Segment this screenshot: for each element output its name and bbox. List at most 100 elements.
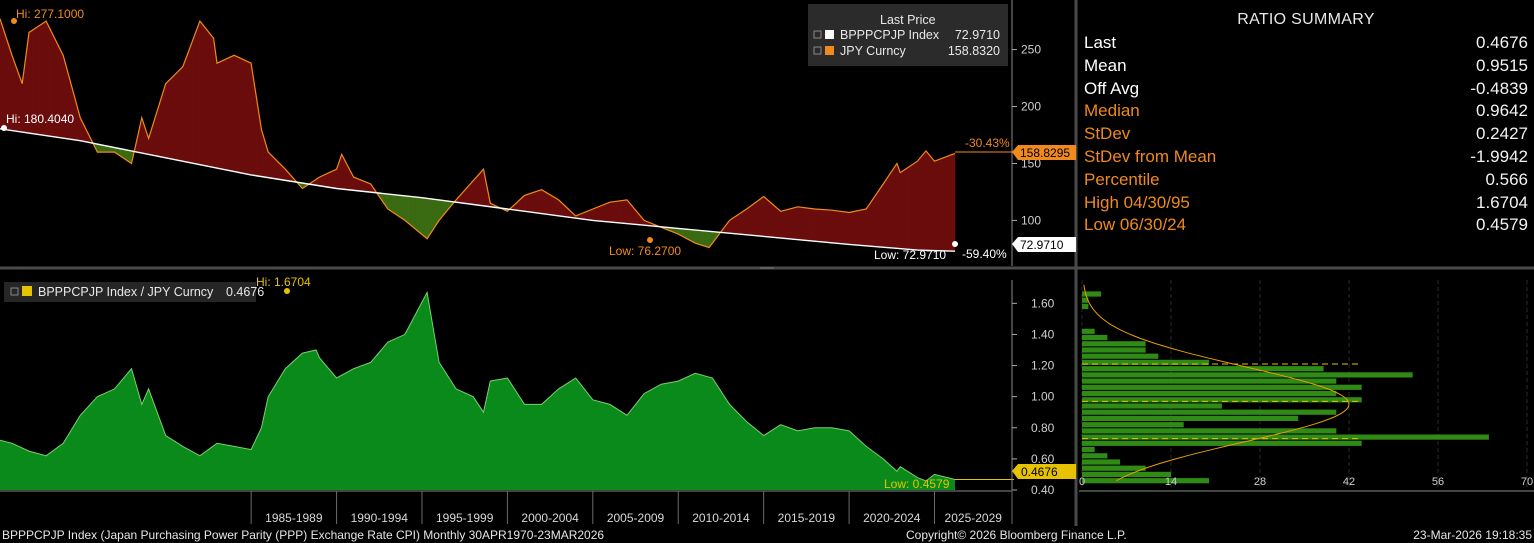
- histogram-bar: [1082, 471, 1171, 477]
- spread-fill-segment: [419, 197, 423, 236]
- spread-fill-segment: [799, 206, 803, 241]
- spread-fill-segment: [735, 214, 738, 235]
- y-tick-label: 0.60: [1031, 452, 1055, 466]
- bottom-legend[interactable]: BPPPCPJP Index / JPY Curncy 0.4676: [4, 282, 264, 302]
- spread-fill-segment: [140, 121, 144, 154]
- spread-fill-segment: [615, 200, 619, 224]
- spread-fill-segment: [393, 194, 397, 216]
- spread-fill-areas: [0, 18, 956, 252]
- spread-fill-segment: [596, 206, 600, 222]
- y-tick-label: 0.80: [1031, 421, 1055, 435]
- histogram-bar: [1082, 409, 1337, 415]
- ratio-high-marker: [284, 288, 290, 294]
- spread-fill-segment: [240, 58, 244, 174]
- spread-fill-segment: [544, 190, 547, 215]
- spread-fill-segment: [178, 67, 182, 162]
- histogram-bar: [1082, 359, 1210, 365]
- spread-fill-segment: [859, 209, 863, 246]
- spread-fill-segment: [739, 211, 743, 235]
- spread-fill-segment: [556, 198, 559, 217]
- legend-item-jpy[interactable]: JPY Curncy 158.8320: [813, 44, 1000, 58]
- spread-fill-segment: [797, 206, 801, 241]
- spread-fill-segment: [525, 193, 528, 213]
- spread-fill-segment: [942, 156, 946, 252]
- spread-fill-segment: [921, 152, 925, 251]
- histogram-bar: [1082, 465, 1146, 471]
- spread-fill-segment: [362, 180, 366, 192]
- ratio-chart-panel: 0.400.600.801.001.201.401.60 1985-1989 19…: [0, 275, 1076, 525]
- spread-fill-segment: [424, 197, 428, 239]
- spread-fill-segment: [190, 38, 194, 164]
- ratio-summary-label: Median: [1084, 101, 1140, 121]
- spread-fill-segment: [431, 198, 435, 232]
- spread-fill-segment: [250, 62, 254, 176]
- spread-fill-segment: [766, 198, 770, 238]
- histogram-bar: [1082, 434, 1489, 440]
- svg-text:BPPPCPJP Index: BPPPCPJP Index: [840, 28, 940, 42]
- ppp-low-marker: [952, 241, 958, 247]
- spread-fill-segment: [618, 200, 621, 224]
- jpy-low-marker: [647, 237, 653, 243]
- ratio-summary-label: StDev from Mean: [1084, 147, 1217, 166]
- histogram-bar: [1082, 341, 1146, 347]
- ratio-summary-value: 0.4676: [1476, 33, 1528, 52]
- spread-fill-segment: [329, 170, 333, 189]
- spread-fill-segment: [694, 229, 698, 245]
- histogram-bar: [1082, 415, 1299, 421]
- spread-fill-segment: [408, 195, 411, 226]
- spread-fill-segment: [324, 173, 328, 188]
- spread-fill-segment: [217, 61, 220, 169]
- spread-fill-segment: [938, 158, 941, 252]
- spread-fill-segment: [856, 210, 860, 246]
- spread-fill-segment: [952, 153, 956, 252]
- spread-fill-segment: [534, 190, 538, 214]
- ratio-low-label: Low: 0.4579: [884, 477, 950, 491]
- ppp-last-tag: 72.9710: [1012, 237, 1076, 252]
- spread-fill-segment: [899, 170, 903, 250]
- spread-fill-segment: [747, 206, 750, 236]
- spread-fill-segment: [744, 208, 748, 236]
- spread-fill-segment: [398, 194, 402, 219]
- spread-fill-segment: [885, 175, 889, 248]
- spread-fill-segment: [701, 230, 705, 247]
- ratio-summary-value: 1.6704: [1476, 192, 1528, 212]
- histogram-panel: 0 14 28 42 56 70: [1079, 280, 1534, 492]
- histogram-bar: [1082, 347, 1146, 353]
- histogram-bar: [1082, 384, 1362, 390]
- spread-fill-segment: [417, 196, 421, 234]
- spread-fill-segment: [334, 168, 337, 189]
- spread-fill-segment: [231, 54, 235, 172]
- ratio-summary-title: RATIO SUMMARY: [1237, 11, 1375, 28]
- ratio-summary-label: Percentile: [1084, 169, 1160, 189]
- spread-fill-segment: [322, 174, 325, 187]
- jpy-change-pct: -30.43%: [965, 136, 1010, 150]
- spread-fill-segment: [768, 200, 772, 238]
- spread-fill-segment: [236, 55, 239, 173]
- spread-fill-segment: [935, 159, 939, 251]
- spread-fill-segment: [221, 59, 225, 170]
- spread-fill-segment: [775, 206, 779, 239]
- spread-fill-segment: [479, 169, 483, 206]
- histogram-x-tick-label: 70: [1521, 476, 1533, 488]
- spread-fill-segment: [627, 200, 631, 225]
- spread-fill-segment: [0, 18, 3, 130]
- expand-icon[interactable]: [10, 287, 19, 296]
- spread-fill-segment: [852, 211, 855, 246]
- histogram-bar: [1082, 453, 1108, 459]
- spread-fill-segment: [620, 200, 624, 224]
- expand-icon[interactable]: [813, 46, 822, 55]
- spread-fill-segment: [914, 161, 918, 251]
- spread-fill-segment: [422, 197, 426, 238]
- histogram-bar: [1082, 446, 1095, 453]
- spread-fill-segment: [591, 208, 595, 221]
- expand-icon[interactable]: [813, 30, 822, 39]
- spread-fill-segment: [195, 25, 199, 165]
- svg-text:72.9710: 72.9710: [955, 28, 1000, 42]
- x-tick-label: 2010-2014: [692, 511, 750, 525]
- legend-item-ppp[interactable]: BPPPCPJP Index 72.9710: [813, 28, 1000, 42]
- spread-fill-segment: [854, 210, 858, 246]
- top-legend: Last Price BPPPCPJP Index 72.9710 JPY Cu…: [808, 4, 1008, 66]
- spread-fill-segment: [66, 68, 70, 140]
- spread-fill-segment: [594, 207, 598, 222]
- spread-fill-segment: [880, 182, 884, 248]
